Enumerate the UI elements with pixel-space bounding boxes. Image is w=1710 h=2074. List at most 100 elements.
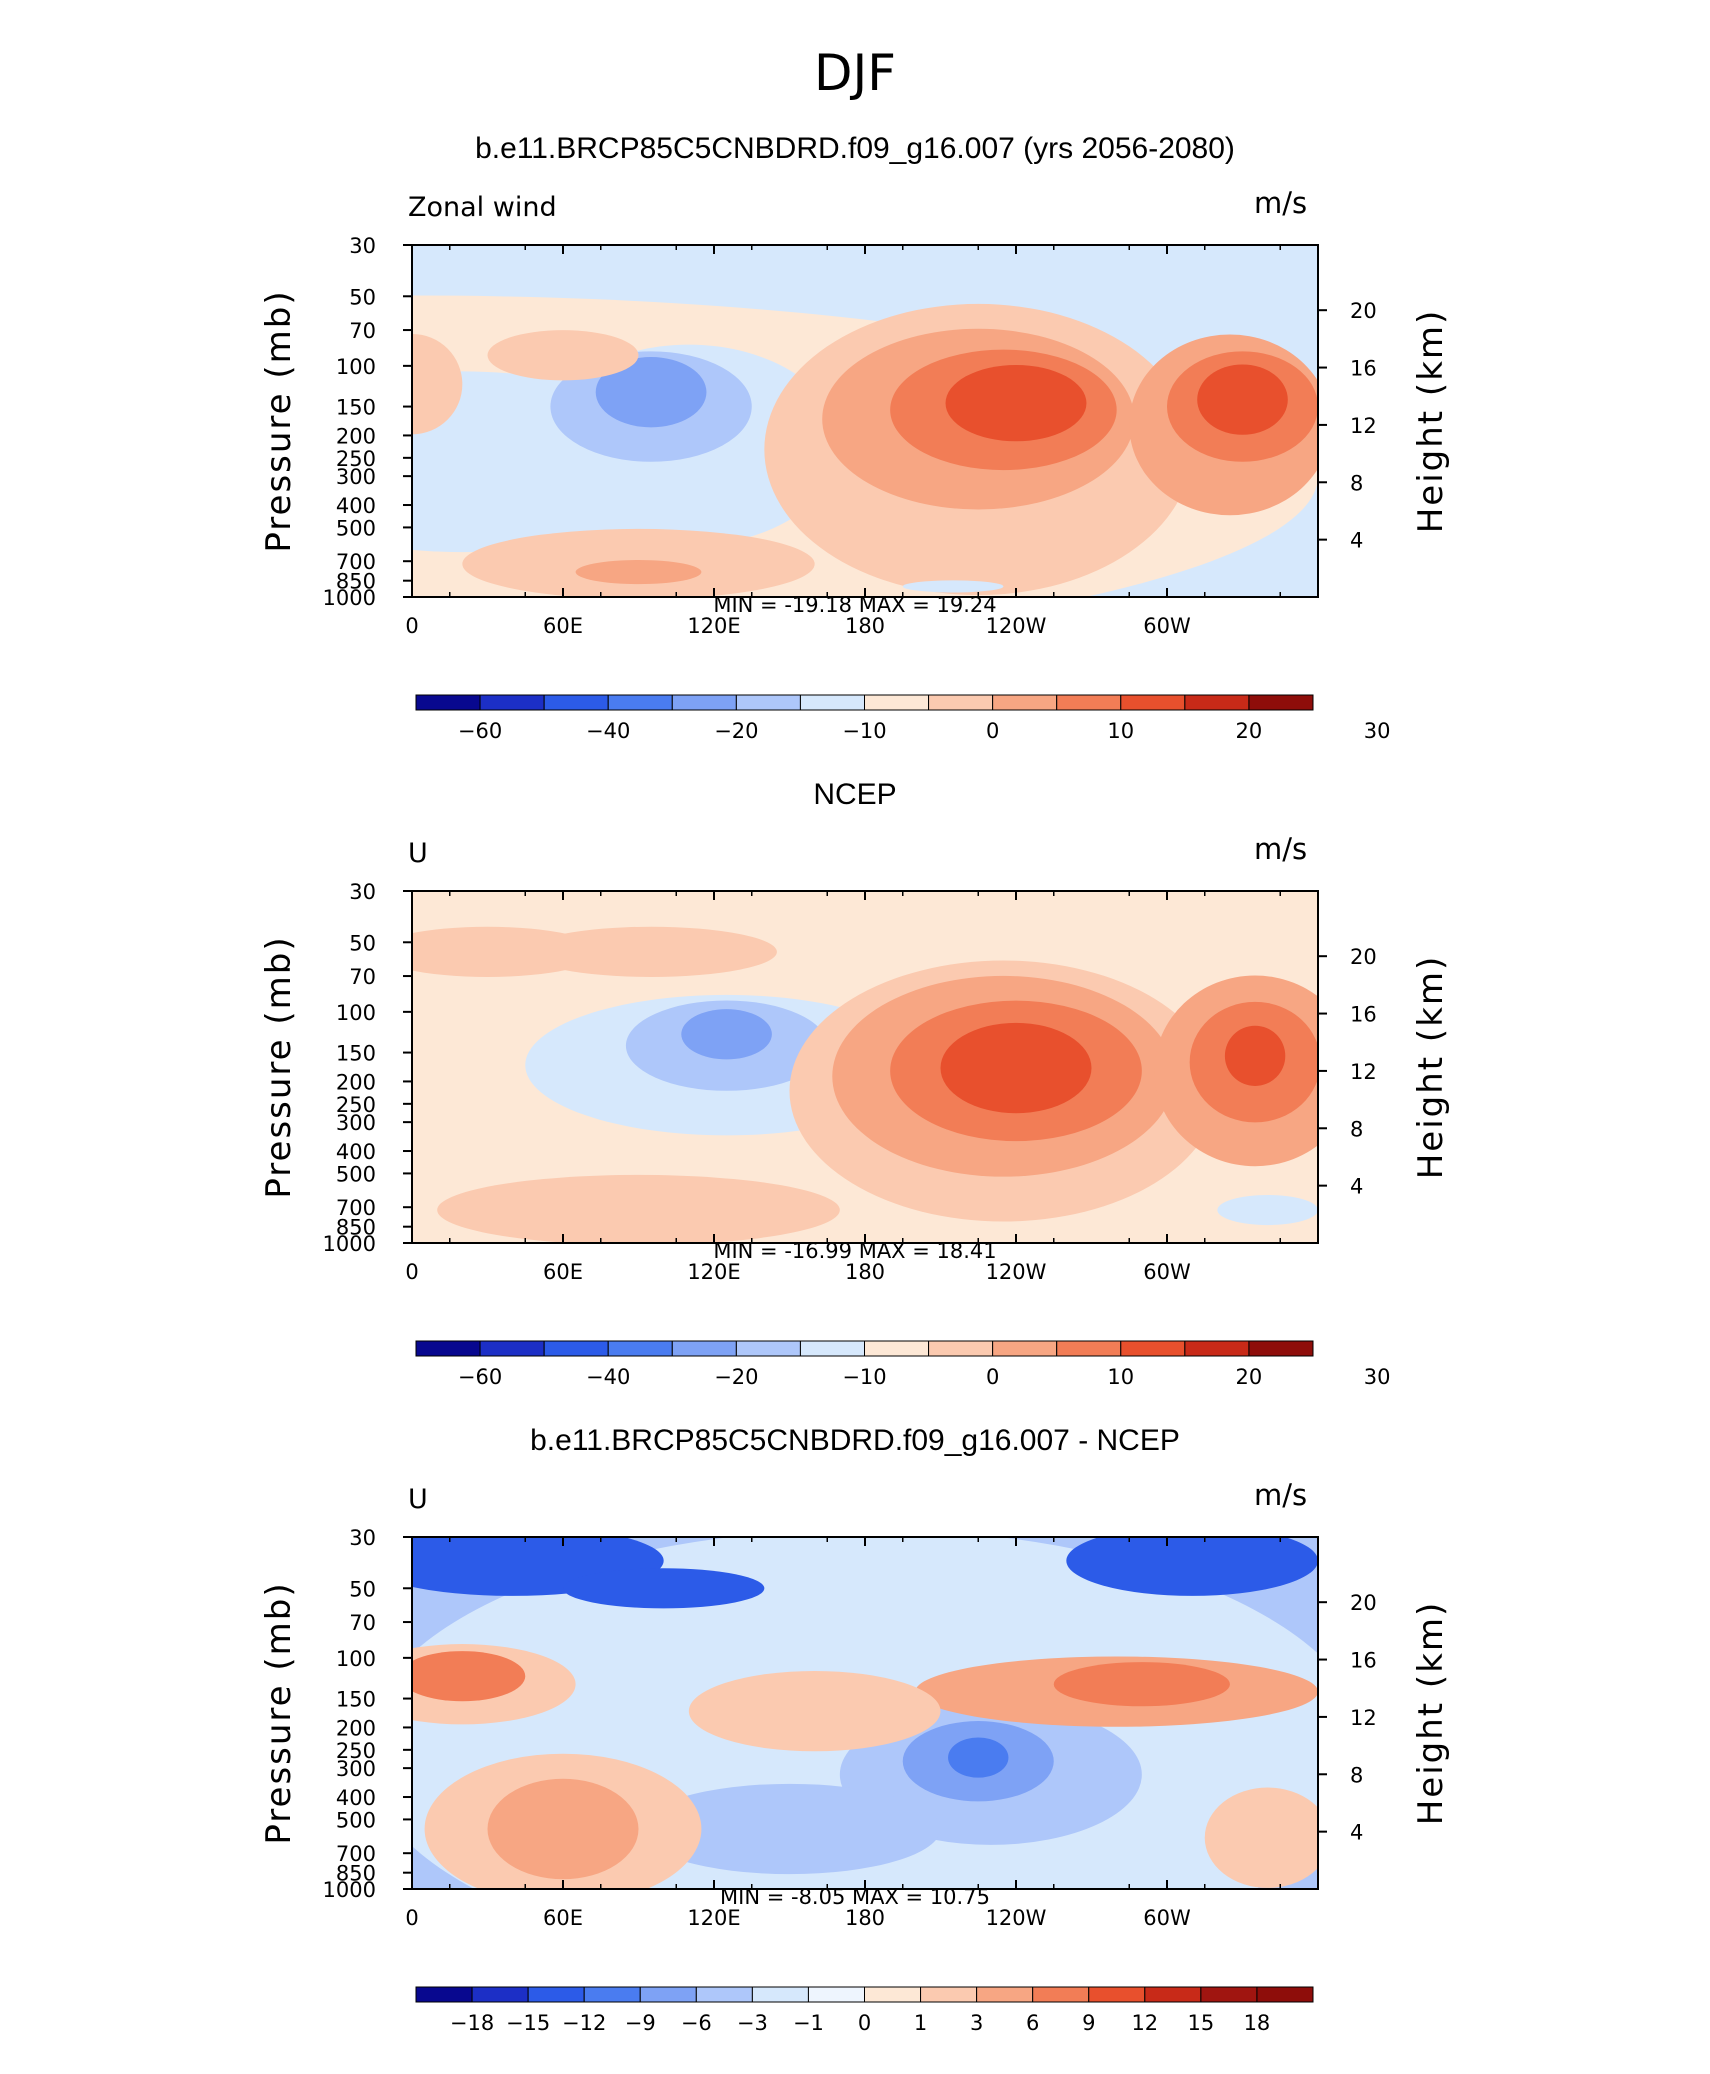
colorbar-label: −10 [842, 1365, 886, 1389]
x-tick-label: 60W [1143, 1906, 1191, 1930]
colorbar-label: −20 [714, 719, 758, 743]
y-right-tick-label: 16 [1350, 1003, 1377, 1027]
colorbar-box [799, 694, 866, 711]
colorbar-box [479, 694, 545, 711]
y-right-axis-title: Height (km) [1411, 309, 1451, 534]
contour-region [1217, 1194, 1318, 1226]
y-right-tick-label: 12 [1350, 1060, 1377, 1084]
y-tick-label: 850 [336, 1216, 376, 1240]
contour-region [1066, 1537, 1318, 1596]
contour-region [688, 1670, 941, 1752]
x-tick-label: 120E [687, 1260, 740, 1284]
colorbar-box [992, 694, 1058, 711]
y-right-tick-label: 8 [1350, 471, 1363, 495]
colorbar-box [920, 1986, 978, 2003]
contour-region [412, 1651, 526, 1702]
y-right-tick-label: 16 [1350, 357, 1377, 381]
variable-label: U [408, 1484, 428, 1515]
x-tick-label: 120W [986, 1906, 1047, 1930]
y-tick-label: 50 [349, 1577, 376, 1601]
x-tick-label: 0 [405, 1260, 418, 1284]
y-tick-label: 30 [349, 234, 376, 258]
y-tick-label: 200 [336, 1070, 376, 1094]
y-tick-label: 100 [336, 1001, 376, 1025]
y-tick-label: 700 [336, 550, 376, 574]
colorbar-label: −18 [450, 2011, 494, 2035]
colorbar-box [639, 1986, 697, 2003]
y-tick-label: 150 [336, 396, 376, 420]
variable-label: Zonal wind [408, 192, 557, 223]
colorbar-box [671, 694, 737, 711]
y-tick-label: 200 [336, 1716, 376, 1740]
contour-region [575, 560, 702, 585]
contour-chart: 0 60E 120E 180 120W 60W3050701001502002503004… [259, 234, 1451, 743]
y-tick-label: 100 [336, 1647, 376, 1671]
colorbar-box [976, 1986, 1034, 2003]
colorbar-box [864, 1986, 922, 2003]
y-tick-label: 500 [336, 1808, 376, 1832]
colorbar-label: 6 [1026, 2011, 1039, 2035]
y-tick-label: 700 [336, 1842, 376, 1866]
contour-region [1197, 364, 1288, 435]
x-tick-label: 60E [543, 1906, 583, 1930]
x-tick-label: 0 [405, 614, 418, 638]
colorbar-label: 0 [858, 2011, 871, 2035]
contour-region [681, 1009, 772, 1060]
colorbar-box [415, 694, 481, 711]
y-tick-label: 150 [336, 1688, 376, 1712]
panel-model: b.e11.BRCP85C5CNBDRD.f09_g16.007 (yrs 20… [0, 132, 1710, 782]
colorbar-box [1120, 1340, 1186, 1357]
colorbar-label: 12 [1131, 2011, 1158, 2035]
colorbar-label: 30 [1364, 719, 1391, 743]
y-tick-label: 1000 [323, 1878, 376, 1902]
contour-region [595, 357, 707, 428]
x-tick-label: 0 [405, 1906, 418, 1930]
colorbar-label: −10 [842, 719, 886, 743]
colorbar-label: 0 [986, 719, 999, 743]
colorbar-label: −40 [586, 1365, 630, 1389]
contour-region [437, 1174, 840, 1243]
y-tick-label: 50 [349, 285, 376, 309]
colorbar-box [607, 694, 673, 711]
y-tick-label: 500 [336, 1162, 376, 1186]
y-right-tick-label: 12 [1350, 414, 1377, 438]
y-tick-label: 50 [349, 931, 376, 955]
contour-region [638, 1783, 941, 1875]
colorbar-label: −12 [562, 2011, 606, 2035]
colorbar-box [1088, 1986, 1146, 2003]
y-right-tick-label: 16 [1350, 1649, 1377, 1673]
y-axis-title: Pressure (mb) [259, 935, 299, 1198]
colorbar-box [928, 1340, 994, 1357]
contour-chart: 0 60E 120E 180 120W 60W3050701001502002503004… [259, 1526, 1451, 2035]
colorbar-label: −15 [506, 2011, 550, 2035]
y-tick-label: 30 [349, 1526, 376, 1550]
y-right-tick-label: 20 [1350, 299, 1377, 323]
colorbar-label: −60 [458, 719, 502, 743]
y-tick-label: 300 [336, 465, 376, 489]
variable-label: U [408, 838, 428, 869]
colorbar-label: 1 [914, 2011, 927, 2035]
colorbar-box [1144, 1986, 1202, 2003]
y-tick-label: 100 [336, 355, 376, 379]
contour-chart: 0 60E 120E 180 120W 60W3050701001502002503004… [259, 880, 1451, 1389]
y-axis-title: Pressure (mb) [259, 1581, 299, 1844]
colorbar-label: 18 [1244, 2011, 1271, 2035]
colorbar-box [1184, 1340, 1250, 1357]
contour-field [412, 1537, 1318, 1889]
x-tick-label: 180 [845, 614, 885, 638]
x-tick-label: 180 [845, 1260, 885, 1284]
colorbar-box [543, 1340, 609, 1357]
colorbar-box [1256, 1986, 1314, 2003]
colorbar-box [1248, 694, 1314, 711]
colorbar-label: 20 [1236, 719, 1263, 743]
figure-title: DJF [813, 44, 896, 102]
units-label: m/s [1254, 832, 1308, 866]
contour-region [940, 1022, 1092, 1114]
colorbar-label: −9 [625, 2011, 656, 2035]
colorbar-box [527, 1986, 585, 2003]
colorbar-box [671, 1340, 737, 1357]
contour-region [948, 1737, 1009, 1778]
colorbar-box [751, 1986, 809, 2003]
colorbar-box [415, 1986, 473, 2003]
colorbar-label: 20 [1236, 1365, 1263, 1389]
